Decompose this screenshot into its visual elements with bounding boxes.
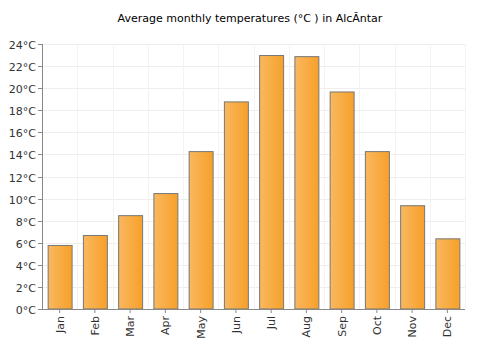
bar <box>436 239 460 309</box>
grid-line <box>42 66 465 67</box>
grid-line <box>42 110 465 111</box>
bar <box>401 206 425 309</box>
grid-line-vertical <box>254 44 255 309</box>
grid-line-vertical <box>183 44 184 309</box>
tick-mark <box>38 110 42 111</box>
grid-line-vertical <box>359 44 360 309</box>
bar <box>224 102 248 309</box>
bar <box>154 194 178 309</box>
bar <box>365 152 389 309</box>
grid-line-vertical <box>77 44 78 309</box>
x-tick-label: Feb <box>89 316 102 335</box>
tick-mark <box>38 88 42 89</box>
bar <box>83 236 107 309</box>
x-tick-mark <box>306 309 307 313</box>
x-tick-label: Mar <box>124 316 137 337</box>
tick-mark <box>38 265 42 266</box>
y-tick-label: 12°C <box>9 172 36 185</box>
x-tick-label: Jan <box>54 316 67 334</box>
grid-line <box>42 177 465 178</box>
grid-line <box>42 44 465 45</box>
bar <box>330 92 354 309</box>
tick-mark <box>38 221 42 222</box>
tick-mark <box>38 199 42 200</box>
x-tick-label: Dec <box>441 316 454 337</box>
grid-line <box>42 132 465 133</box>
tick-mark <box>38 154 42 155</box>
y-tick-label: 18°C <box>9 105 36 118</box>
x-tick-label: Apr <box>159 316 172 336</box>
y-tick-label: 2°C <box>16 282 36 295</box>
x-tick-mark <box>412 309 413 313</box>
y-tick-label: 6°C <box>16 238 36 251</box>
grid-line-vertical <box>148 44 149 309</box>
y-axis <box>42 44 43 309</box>
x-tick-label: Nov <box>406 316 419 338</box>
tick-mark <box>38 177 42 178</box>
y-tick-label: 14°C <box>9 149 36 162</box>
bar <box>48 245 72 309</box>
x-tick-mark <box>235 309 236 313</box>
x-tick-mark <box>341 309 342 313</box>
grid-line-vertical <box>465 44 466 309</box>
x-tick-label: Oct <box>371 315 384 335</box>
grid-line <box>42 199 465 200</box>
bar <box>295 57 319 309</box>
x-tick-mark <box>200 309 201 313</box>
x-tick-mark <box>130 309 131 313</box>
tick-mark <box>38 66 42 67</box>
grid-line-vertical <box>218 44 219 309</box>
y-tick-label: 22°C <box>9 61 36 74</box>
x-tick-mark <box>59 309 60 313</box>
tick-mark <box>38 243 42 244</box>
bar <box>189 152 213 309</box>
x-tick-label: Jun <box>230 316 243 334</box>
x-tick-mark <box>447 309 448 313</box>
y-tick-label: 4°C <box>16 260 36 273</box>
bar <box>260 56 284 309</box>
tick-mark <box>38 132 42 133</box>
grid-line <box>42 88 465 89</box>
x-tick-label: Aug <box>300 316 313 337</box>
y-tick-label: 24°C <box>9 39 36 52</box>
tick-mark <box>38 44 42 45</box>
x-tick-label: May <box>195 316 208 339</box>
grid-line <box>42 154 465 155</box>
grid-line-vertical <box>113 44 114 309</box>
tick-mark <box>38 309 42 310</box>
x-axis <box>42 309 465 310</box>
x-tick-mark <box>376 309 377 313</box>
y-tick-label: 10°C <box>9 194 36 207</box>
grid-line <box>42 309 465 310</box>
chart: Average monthly temperatures (°C ) in Al… <box>0 0 500 350</box>
bar <box>119 216 143 309</box>
x-tick-mark <box>165 309 166 313</box>
x-tick-mark <box>271 309 272 313</box>
title: Average monthly temperatures (°C ) in Al… <box>118 12 383 25</box>
grid-line-vertical <box>430 44 431 309</box>
bars <box>48 56 460 309</box>
tick-mark <box>38 287 42 288</box>
grid-line-vertical <box>42 44 43 309</box>
x-tick-mark <box>94 309 95 313</box>
grid-line-vertical <box>289 44 290 309</box>
y-tick-label: 0°C <box>16 304 36 317</box>
x-tick-label: Jul <box>265 316 278 330</box>
y-tick-label: 20°C <box>9 83 36 96</box>
y-tick-label: 8°C <box>16 216 36 229</box>
grid-line-vertical <box>324 44 325 309</box>
x-tick-label: Sep <box>336 316 349 337</box>
y-tick-label: 16°C <box>9 127 36 140</box>
grid-line-vertical <box>395 44 396 309</box>
